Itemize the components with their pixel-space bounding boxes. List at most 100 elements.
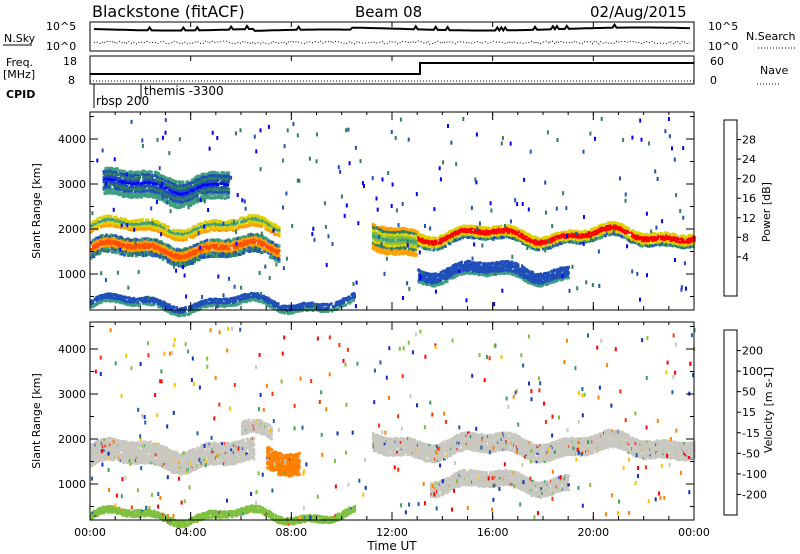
power-cell bbox=[190, 252, 194, 256]
power-cell bbox=[517, 230, 521, 234]
power-cell bbox=[243, 222, 247, 226]
power-cell bbox=[206, 184, 210, 188]
power-cell bbox=[134, 237, 137, 241]
power-cell bbox=[428, 242, 431, 246]
power-cell bbox=[112, 224, 116, 228]
power-cell bbox=[260, 224, 264, 228]
power-cell bbox=[182, 229, 186, 233]
power-cell bbox=[233, 224, 237, 228]
power-cell bbox=[638, 240, 641, 243]
power-cell bbox=[161, 187, 165, 191]
power-cell bbox=[436, 281, 440, 285]
nsky-tick-bottom: 10^0 bbox=[46, 40, 76, 53]
power-cell bbox=[150, 184, 153, 188]
power-cell bbox=[157, 172, 160, 176]
power-cell bbox=[97, 244, 100, 248]
power-cell bbox=[605, 232, 609, 236]
power-cell bbox=[219, 176, 222, 180]
power-cell bbox=[405, 237, 408, 241]
power-cell bbox=[420, 278, 424, 282]
power-cell bbox=[624, 231, 628, 235]
power-cell bbox=[402, 238, 406, 242]
power-cell bbox=[449, 235, 453, 239]
power-cell bbox=[567, 232, 570, 236]
power-cell bbox=[479, 261, 482, 265]
power-cell bbox=[170, 200, 174, 204]
power-cell bbox=[200, 179, 204, 183]
power-cell bbox=[383, 247, 387, 251]
power-cell bbox=[541, 245, 544, 249]
power-cell bbox=[193, 260, 196, 264]
power-cell bbox=[129, 220, 133, 224]
power-cell bbox=[156, 186, 160, 190]
power-cell bbox=[149, 194, 152, 198]
power-cell bbox=[631, 240, 634, 244]
power-cell bbox=[167, 260, 170, 264]
power-cell bbox=[383, 245, 387, 249]
power-cell bbox=[141, 218, 144, 222]
power-cell bbox=[227, 171, 231, 175]
power-cell bbox=[172, 247, 176, 251]
power-cell bbox=[171, 190, 175, 194]
power-cell bbox=[441, 245, 444, 249]
power-cell bbox=[138, 246, 142, 250]
power-cell bbox=[380, 234, 384, 237]
power-cell bbox=[140, 224, 143, 228]
power-cell bbox=[161, 228, 164, 231]
power-cell bbox=[115, 215, 118, 219]
power-cell bbox=[111, 175, 115, 179]
power-cell bbox=[562, 230, 566, 234]
power-cell bbox=[106, 250, 109, 253]
power-cell bbox=[677, 240, 681, 244]
power-cell bbox=[123, 169, 126, 173]
power-cell bbox=[611, 226, 614, 230]
power-cell bbox=[122, 242, 125, 246]
power-cell bbox=[378, 226, 381, 229]
power-cell bbox=[371, 231, 375, 235]
power-cell bbox=[517, 234, 521, 238]
power-cell bbox=[397, 232, 400, 236]
power-cell bbox=[422, 238, 426, 242]
power-cell bbox=[186, 182, 189, 186]
power-cell bbox=[225, 220, 229, 224]
power-cell bbox=[558, 231, 561, 235]
power-cell bbox=[567, 276, 570, 280]
power-cell bbox=[122, 172, 125, 176]
power-cell bbox=[200, 223, 204, 226]
power-cell bbox=[380, 238, 383, 242]
power-cell bbox=[241, 216, 245, 220]
power-cell bbox=[161, 180, 165, 184]
power-cell bbox=[174, 205, 178, 209]
power-cell bbox=[405, 235, 408, 239]
power-cell bbox=[664, 240, 667, 244]
power-cell bbox=[213, 182, 216, 186]
power-cell bbox=[134, 227, 138, 231]
power-cell bbox=[506, 234, 509, 238]
power-cell bbox=[151, 192, 154, 195]
power-cell bbox=[185, 237, 188, 241]
power-cell bbox=[199, 240, 203, 244]
power-cell bbox=[691, 239, 694, 243]
power-cell bbox=[437, 236, 441, 240]
power-cell bbox=[208, 171, 212, 175]
power-cell bbox=[126, 246, 130, 250]
power-cell bbox=[227, 191, 231, 194]
power-cell bbox=[133, 179, 136, 183]
freq-tick-top: 18 bbox=[63, 55, 77, 68]
power-cell bbox=[164, 195, 168, 199]
power-cell bbox=[600, 235, 604, 239]
power-cell bbox=[94, 240, 98, 244]
power-cell bbox=[114, 191, 117, 195]
power-cell bbox=[587, 239, 591, 243]
power-cell bbox=[126, 251, 130, 255]
power-cell bbox=[588, 231, 592, 235]
power-cell bbox=[277, 254, 281, 257]
power-cell bbox=[216, 171, 220, 175]
power-cell bbox=[530, 238, 533, 242]
power-cell bbox=[197, 242, 200, 246]
power-cell bbox=[120, 239, 124, 243]
power-cell bbox=[417, 240, 420, 244]
power-cell bbox=[203, 255, 206, 259]
power-cell bbox=[212, 187, 215, 191]
power-cell bbox=[183, 261, 187, 265]
